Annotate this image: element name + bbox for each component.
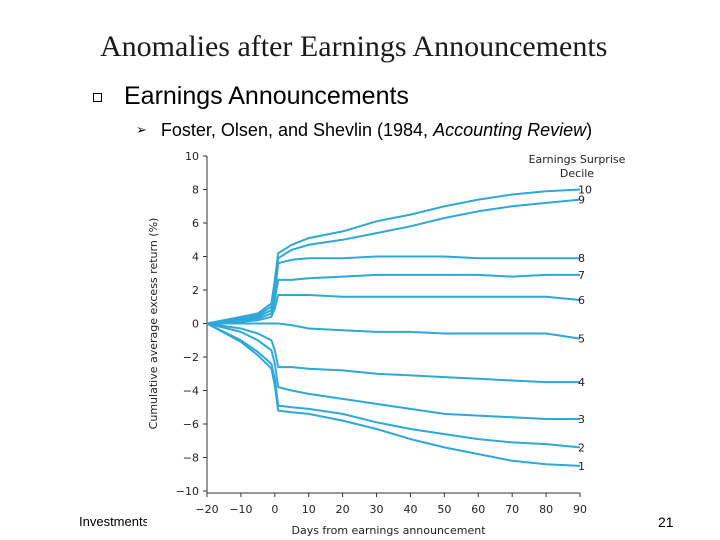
y-tick-label: −10 — [176, 485, 199, 498]
y-tick-label: −6 — [183, 418, 199, 431]
series-line-decile-3 — [206, 322, 580, 420]
x-tick-label: 40 — [403, 503, 417, 516]
decile-label-10: 10 — [578, 184, 592, 197]
x-tick-label: 70 — [505, 503, 519, 516]
citation-close: ) — [586, 119, 593, 140]
x-tick-label: −10 — [229, 503, 252, 516]
legend-title-line-1: Earnings Surprise — [529, 153, 626, 166]
y-tick-label: −8 — [183, 452, 199, 465]
page-number: 21 — [658, 514, 674, 530]
slide-title: Anomalies after Earnings Announcements — [100, 30, 608, 63]
x-tick-label: 20 — [336, 503, 350, 516]
x-axis-label: Days from earnings announcement — [291, 524, 486, 537]
x-tick-label: 80 — [539, 503, 553, 516]
decile-label-8: 8 — [578, 252, 585, 265]
journal-name: Accounting Review — [433, 119, 587, 140]
legend-title-line-2: Decile — [560, 167, 594, 180]
y-tick-label: 2 — [192, 284, 199, 297]
y-tick-label: 10 — [185, 150, 199, 163]
series-line-decile-1 — [206, 322, 581, 467]
y-tick-label: −4 — [183, 385, 199, 398]
series-line-decile-2 — [206, 322, 581, 449]
footer-course-name: Investments — [79, 514, 147, 529]
x-tick-label: 10 — [302, 503, 316, 516]
bullet-level-1: Earnings Announcements — [93, 78, 409, 114]
series-line-decile-8 — [206, 255, 580, 325]
y-tick-label: 8 — [192, 184, 199, 197]
series-line-decile-9 — [206, 198, 581, 325]
y-axis-label: Cumulative average excess return (%) — [147, 218, 160, 430]
x-tick-label: 50 — [437, 503, 451, 516]
decile-label-4: 4 — [578, 376, 585, 389]
x-tick-label: −20 — [195, 503, 218, 516]
y-tick-label: −2 — [183, 351, 199, 364]
x-tick-label: 60 — [471, 503, 485, 516]
bullet-level-1-text: Earnings Announcements — [124, 81, 409, 110]
y-tick-label: 0 — [192, 318, 199, 331]
decile-label-7: 7 — [578, 269, 585, 282]
x-tick-label: 30 — [370, 503, 384, 516]
series-line-decile-7 — [206, 273, 580, 325]
decile-label-5: 5 — [578, 333, 585, 346]
square-bullet-icon — [93, 92, 102, 102]
decile-label-1: 1 — [578, 460, 585, 473]
decile-label-3: 3 — [578, 413, 585, 426]
decile-label-9: 9 — [578, 194, 585, 207]
decile-label-6: 6 — [578, 294, 585, 307]
series-line-decile-5 — [207, 322, 581, 340]
bullet-level-2: ➢ Foster, Olsen, and Shevlin (1984, Acco… — [136, 117, 592, 143]
x-tick-label: 0 — [271, 503, 278, 516]
series-line-decile-10 — [206, 188, 581, 325]
decile-label-2: 2 — [578, 441, 585, 454]
y-tick-label: 6 — [192, 217, 199, 230]
series-line-decile-4 — [206, 322, 580, 384]
arrow-bullet-icon: ➢ — [136, 122, 147, 137]
bullet-level-2-text: Foster, Olsen, and Shevlin (1984, Accoun… — [161, 120, 592, 141]
citation-text: Foster, Olsen, and Shevlin (1984, — [160, 119, 434, 140]
y-tick-label: 4 — [192, 251, 199, 264]
series-line-decile-6 — [206, 294, 581, 325]
x-tick-label: 90 — [573, 503, 587, 516]
